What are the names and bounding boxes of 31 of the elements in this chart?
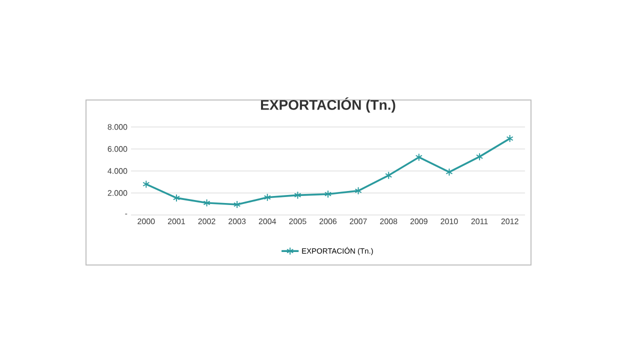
x-tick-label: 2003 — [228, 218, 246, 224]
x-tick-label: 2007 — [350, 218, 367, 224]
x-tick-label: 2009 — [410, 218, 428, 224]
y-tick-label: 8.000 — [108, 124, 128, 130]
point — [172, 194, 180, 202]
point — [446, 168, 453, 176]
point — [415, 153, 422, 162]
x-tick-label: 2008 — [380, 218, 398, 224]
chart-title: EXPORTACIÓN (Tn.) — [261, 97, 396, 113]
x-tick-label: 2006 — [320, 218, 337, 224]
y-tick-label: 4.000 — [108, 168, 128, 174]
x-tick-label: 2002 — [198, 218, 216, 224]
x-tick-label: 2001 — [168, 218, 185, 224]
x-tick-label: 2004 — [258, 218, 276, 224]
y-tick-label: 2.000 — [108, 190, 128, 196]
x-tick-label: 2011 — [471, 218, 488, 224]
point — [324, 190, 332, 198]
point — [264, 193, 271, 202]
point — [354, 186, 362, 195]
point — [234, 200, 241, 209]
point — [203, 198, 210, 207]
x-tick-label: 2012 — [501, 218, 518, 224]
x-tick-label: 2005 — [289, 218, 306, 224]
point — [294, 191, 302, 200]
point — [476, 152, 484, 161]
point — [142, 180, 150, 188]
x-tick-label: 2010 — [440, 218, 458, 224]
y-tick-label: 6.000 — [108, 146, 128, 152]
point — [506, 134, 514, 143]
x-tick-label: 2000 — [138, 218, 155, 224]
point — [385, 171, 392, 180]
